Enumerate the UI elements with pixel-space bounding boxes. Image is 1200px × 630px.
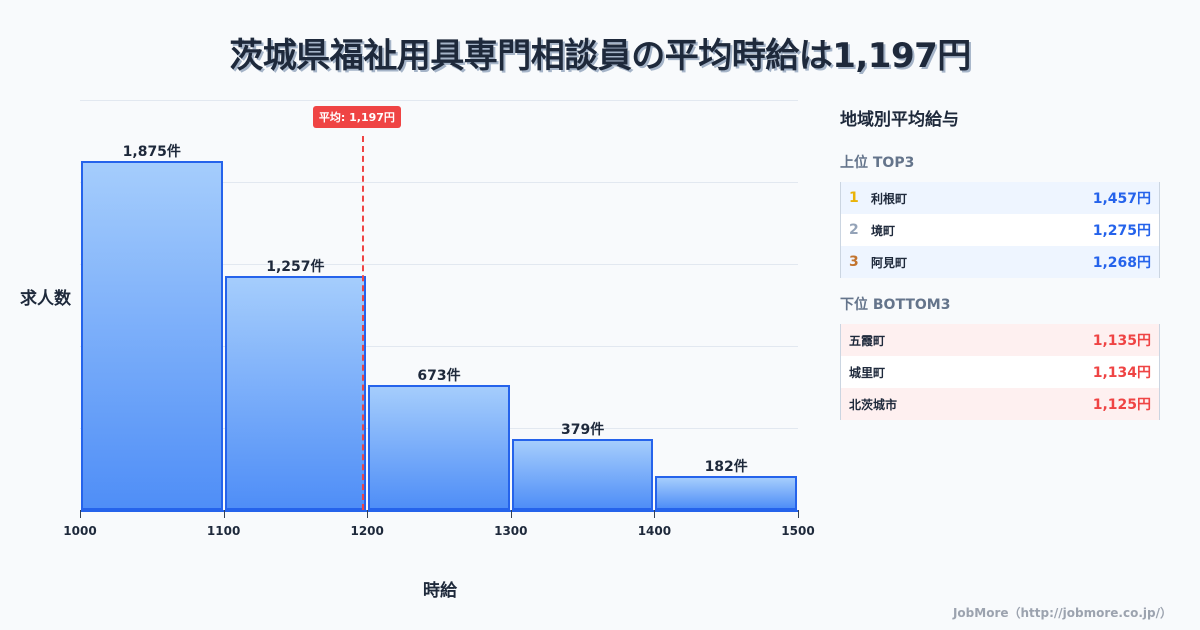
histogram-bar <box>655 476 797 510</box>
region-name: 北茨城市 <box>849 397 898 412</box>
gridline <box>80 100 798 101</box>
x-tick-label: 1300 <box>494 524 528 538</box>
region-wage: 1,135円 <box>1092 333 1151 349</box>
top3-heading: 上位 TOP3 <box>840 155 915 171</box>
rank-number: 2 <box>849 222 859 238</box>
list-item: 3 阿見町 1,268円 <box>841 246 1159 278</box>
region-name: 阿見町 <box>871 255 908 270</box>
x-tick-label: 1000 <box>63 524 97 538</box>
gridline <box>80 264 798 265</box>
x-tick <box>367 510 369 518</box>
histogram-bar <box>511 439 654 510</box>
rank-number: 3 <box>849 254 859 270</box>
top3-list: 1 利根町 1,457円 2 境町 1,275円 3 阿見町 1,268円 <box>840 182 1160 278</box>
regional-salary-panel: 地域別平均給与 上位 TOP3 1 利根町 1,457円 2 境町 1,275円… <box>840 100 1160 420</box>
region-wage: 1,125円 <box>1092 397 1151 413</box>
rank-number: 1 <box>849 190 859 206</box>
region-wage: 1,457円 <box>1092 191 1151 207</box>
bar-value-label: 182件 <box>704 459 748 476</box>
region-name: 五霞町 <box>849 333 886 348</box>
histogram-bar <box>81 160 223 510</box>
region-name: 城里町 <box>849 365 886 380</box>
list-item: 城里町 1,134円 <box>841 356 1159 388</box>
x-axis-line <box>80 510 798 512</box>
average-badge: 平均: 1,197円 <box>312 106 401 128</box>
average-line <box>361 136 364 510</box>
gridline <box>80 182 798 183</box>
x-tick <box>654 510 656 518</box>
list-item: 2 境町 1,275円 <box>841 214 1159 246</box>
region-wage: 1,134円 <box>1092 365 1151 381</box>
histogram-plot: 1,875件 1,257件 673件 379件 182件 平均: 1,197円 <box>80 100 798 510</box>
x-tick <box>798 510 799 518</box>
source-credit: JobMore（http://jobmore.co.jp/） <box>952 606 1172 620</box>
bottom3-heading: 下位 BOTTOM3 <box>840 297 951 313</box>
region-name: 利根町 <box>871 191 908 206</box>
y-axis-label: 求人数 <box>20 289 71 309</box>
x-axis-label: 時給 <box>423 581 457 601</box>
x-tick-label: 1500 <box>781 524 815 538</box>
bottom3-list: 五霞町 1,135円 城里町 1,134円 北茨城市 1,125円 <box>840 324 1160 420</box>
panel-title: 地域別平均給与 <box>840 110 959 130</box>
bar-value-label: 379件 <box>560 422 605 439</box>
region-wage: 1,268円 <box>1092 255 1151 271</box>
histogram-bar <box>224 275 367 510</box>
page-title: 茨城県福祉用具専門相談員の平均時給は1,197円 <box>229 36 971 76</box>
x-tick <box>223 510 225 518</box>
region-wage: 1,275円 <box>1092 223 1151 239</box>
x-tick <box>80 510 81 518</box>
bar-value-label: 673件 <box>417 367 461 384</box>
x-tick <box>510 510 512 518</box>
list-item: 1 利根町 1,457円 <box>841 182 1159 214</box>
x-tick-label: 1400 <box>637 524 672 538</box>
gridline <box>80 346 798 347</box>
region-name: 境町 <box>871 223 896 238</box>
x-tick-label: 1200 <box>350 524 384 538</box>
x-tick-label: 1100 <box>206 524 241 538</box>
list-item: 五霞町 1,135円 <box>841 324 1159 356</box>
bar-value-label: 1,875件 <box>122 143 181 160</box>
histogram-bar <box>368 384 510 510</box>
list-item: 北茨城市 1,125円 <box>841 388 1159 420</box>
bar-value-label: 1,257件 <box>266 258 325 275</box>
